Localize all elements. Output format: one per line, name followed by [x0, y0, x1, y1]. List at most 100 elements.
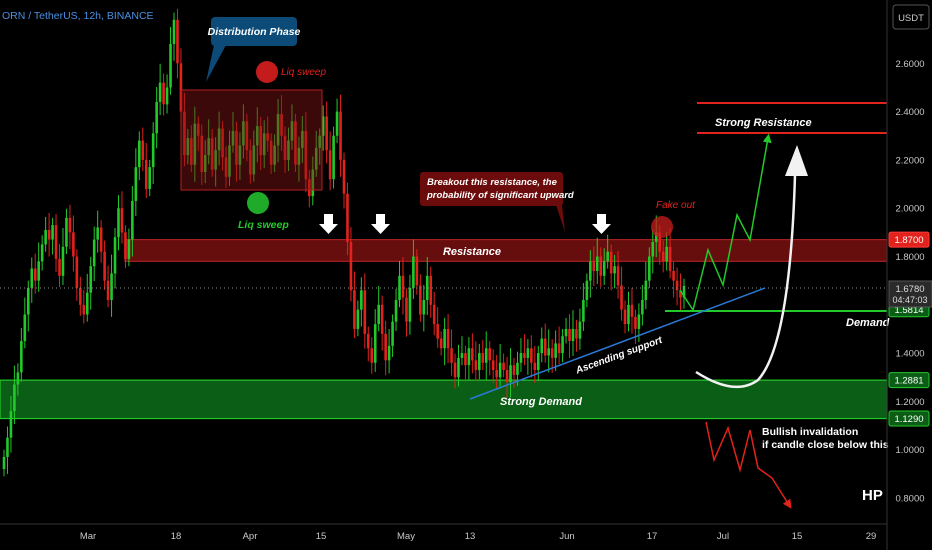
- candle-body: [155, 101, 158, 134]
- candle-body: [103, 251, 106, 281]
- candle-body: [158, 82, 162, 102]
- candle-body: [325, 116, 328, 151]
- candle-body: [193, 123, 197, 165]
- time-tick-label: 18: [171, 531, 182, 542]
- bearish-projection-path: [705, 421, 792, 509]
- candle-body: [606, 251, 609, 262]
- candle-body: [672, 270, 675, 281]
- candle-body: [509, 365, 512, 383]
- price-tick-label: 1.4000: [895, 349, 924, 360]
- liq-sweep-top-label: Liq sweep: [281, 67, 326, 78]
- candle-body: [415, 256, 419, 286]
- candle-body: [654, 232, 658, 243]
- candle-body: [72, 232, 75, 257]
- candle-body: [23, 314, 27, 342]
- candle-body: [498, 362, 502, 378]
- candle-body: [9, 411, 13, 438]
- candle-body: [370, 348, 374, 363]
- ascending-support-line: [469, 287, 766, 400]
- candle-body: [51, 225, 54, 240]
- candle-body: [460, 353, 464, 358]
- time-tick-label: 17: [647, 531, 658, 542]
- invalidation-line1: Bullish invalidation: [762, 426, 858, 438]
- candle-body: [613, 266, 616, 274]
- candle-body: [165, 87, 169, 105]
- price-tick-label: 2.6000: [895, 59, 924, 70]
- candle-body: [266, 133, 269, 141]
- candle-body: [599, 256, 603, 276]
- down-arrow-icon: [371, 214, 390, 234]
- candle-body: [151, 133, 155, 168]
- candle-body: [519, 353, 523, 363]
- candle-body: [144, 159, 148, 189]
- candle-body: [179, 63, 183, 112]
- candle-body: [283, 135, 287, 160]
- price-tick-label: 0.8000: [895, 494, 924, 505]
- candle-body: [134, 167, 138, 201]
- candle-body: [568, 328, 571, 342]
- candle-body: [238, 145, 242, 165]
- candle-body: [30, 268, 34, 288]
- candle-body: [214, 150, 217, 170]
- candle-body: [40, 244, 44, 262]
- strong-demand-label: Strong Demand: [500, 396, 582, 408]
- rebound-arrow-head-icon: [785, 145, 808, 176]
- candle-body: [582, 299, 585, 322]
- strong-resistance-label: Strong Resistance: [715, 117, 812, 129]
- candle-body: [641, 299, 644, 315]
- candle-body: [394, 299, 398, 322]
- price-badges: 1.8700 1.5814 1.2881 1.1290: [888, 231, 930, 427]
- candle-body: [235, 130, 238, 165]
- candle-body: [79, 287, 82, 305]
- candle-body: [679, 290, 682, 298]
- candle-body: [169, 43, 172, 88]
- candle-body: [20, 341, 23, 373]
- candle-body: [432, 304, 436, 325]
- price-tick-label: 2.0000: [895, 204, 924, 215]
- liq-sweep-top-marker: [256, 61, 278, 83]
- candle-body: [68, 217, 72, 233]
- candle-body: [349, 242, 353, 291]
- candlestick-series: [2, 8, 686, 477]
- time-axis[interactable]: Mar 18 Apr 15 May 13 Jun 17 Jul 15 29: [80, 531, 876, 542]
- candle-body: [561, 336, 564, 354]
- candle-body: [13, 384, 16, 412]
- candle-body: [589, 261, 592, 281]
- candle-body: [651, 242, 655, 257]
- symbol-title[interactable]: ORN / TetherUS, 12h, BINANCE: [2, 10, 154, 22]
- time-tick-label: Jun: [559, 531, 574, 542]
- candle-body: [127, 239, 131, 259]
- candle-body: [668, 246, 672, 271]
- candle-body: [630, 304, 634, 317]
- plot-area[interactable]: [0, 0, 887, 524]
- candle-body: [117, 208, 120, 238]
- candle-body: [391, 321, 394, 346]
- candle-body: [269, 140, 273, 165]
- candle-body: [585, 280, 589, 300]
- candle-body: [44, 229, 47, 245]
- candle-body: [276, 114, 280, 146]
- candle-body: [280, 114, 283, 136]
- candle-body: [412, 256, 415, 288]
- candle-body: [467, 348, 471, 366]
- candle-body: [58, 258, 61, 276]
- liq-sweep-bottom-label: Liq sweep: [238, 219, 289, 231]
- candle-body: [543, 338, 547, 356]
- candle-body: [554, 343, 557, 358]
- liq-sweep-bottom-marker: [247, 192, 269, 214]
- distribution-phase-label: Distribution Phase: [208, 26, 301, 38]
- price-tick-label: 2.4000: [895, 107, 924, 118]
- candle-body: [249, 150, 252, 175]
- candle-body: [491, 360, 495, 371]
- candle-body: [644, 280, 648, 300]
- currency-badge[interactable]: [892, 4, 930, 30]
- candle-body: [419, 285, 422, 315]
- price-badge-label: 1.2881: [894, 376, 923, 387]
- time-tick-label: 15: [792, 531, 803, 542]
- candle-body: [443, 328, 446, 349]
- resistance-zone: [124, 238, 888, 262]
- price-tick-label: 2.2000: [895, 155, 924, 166]
- candle-body: [550, 348, 554, 358]
- candle-body: [297, 147, 301, 165]
- candle-body: [186, 138, 190, 156]
